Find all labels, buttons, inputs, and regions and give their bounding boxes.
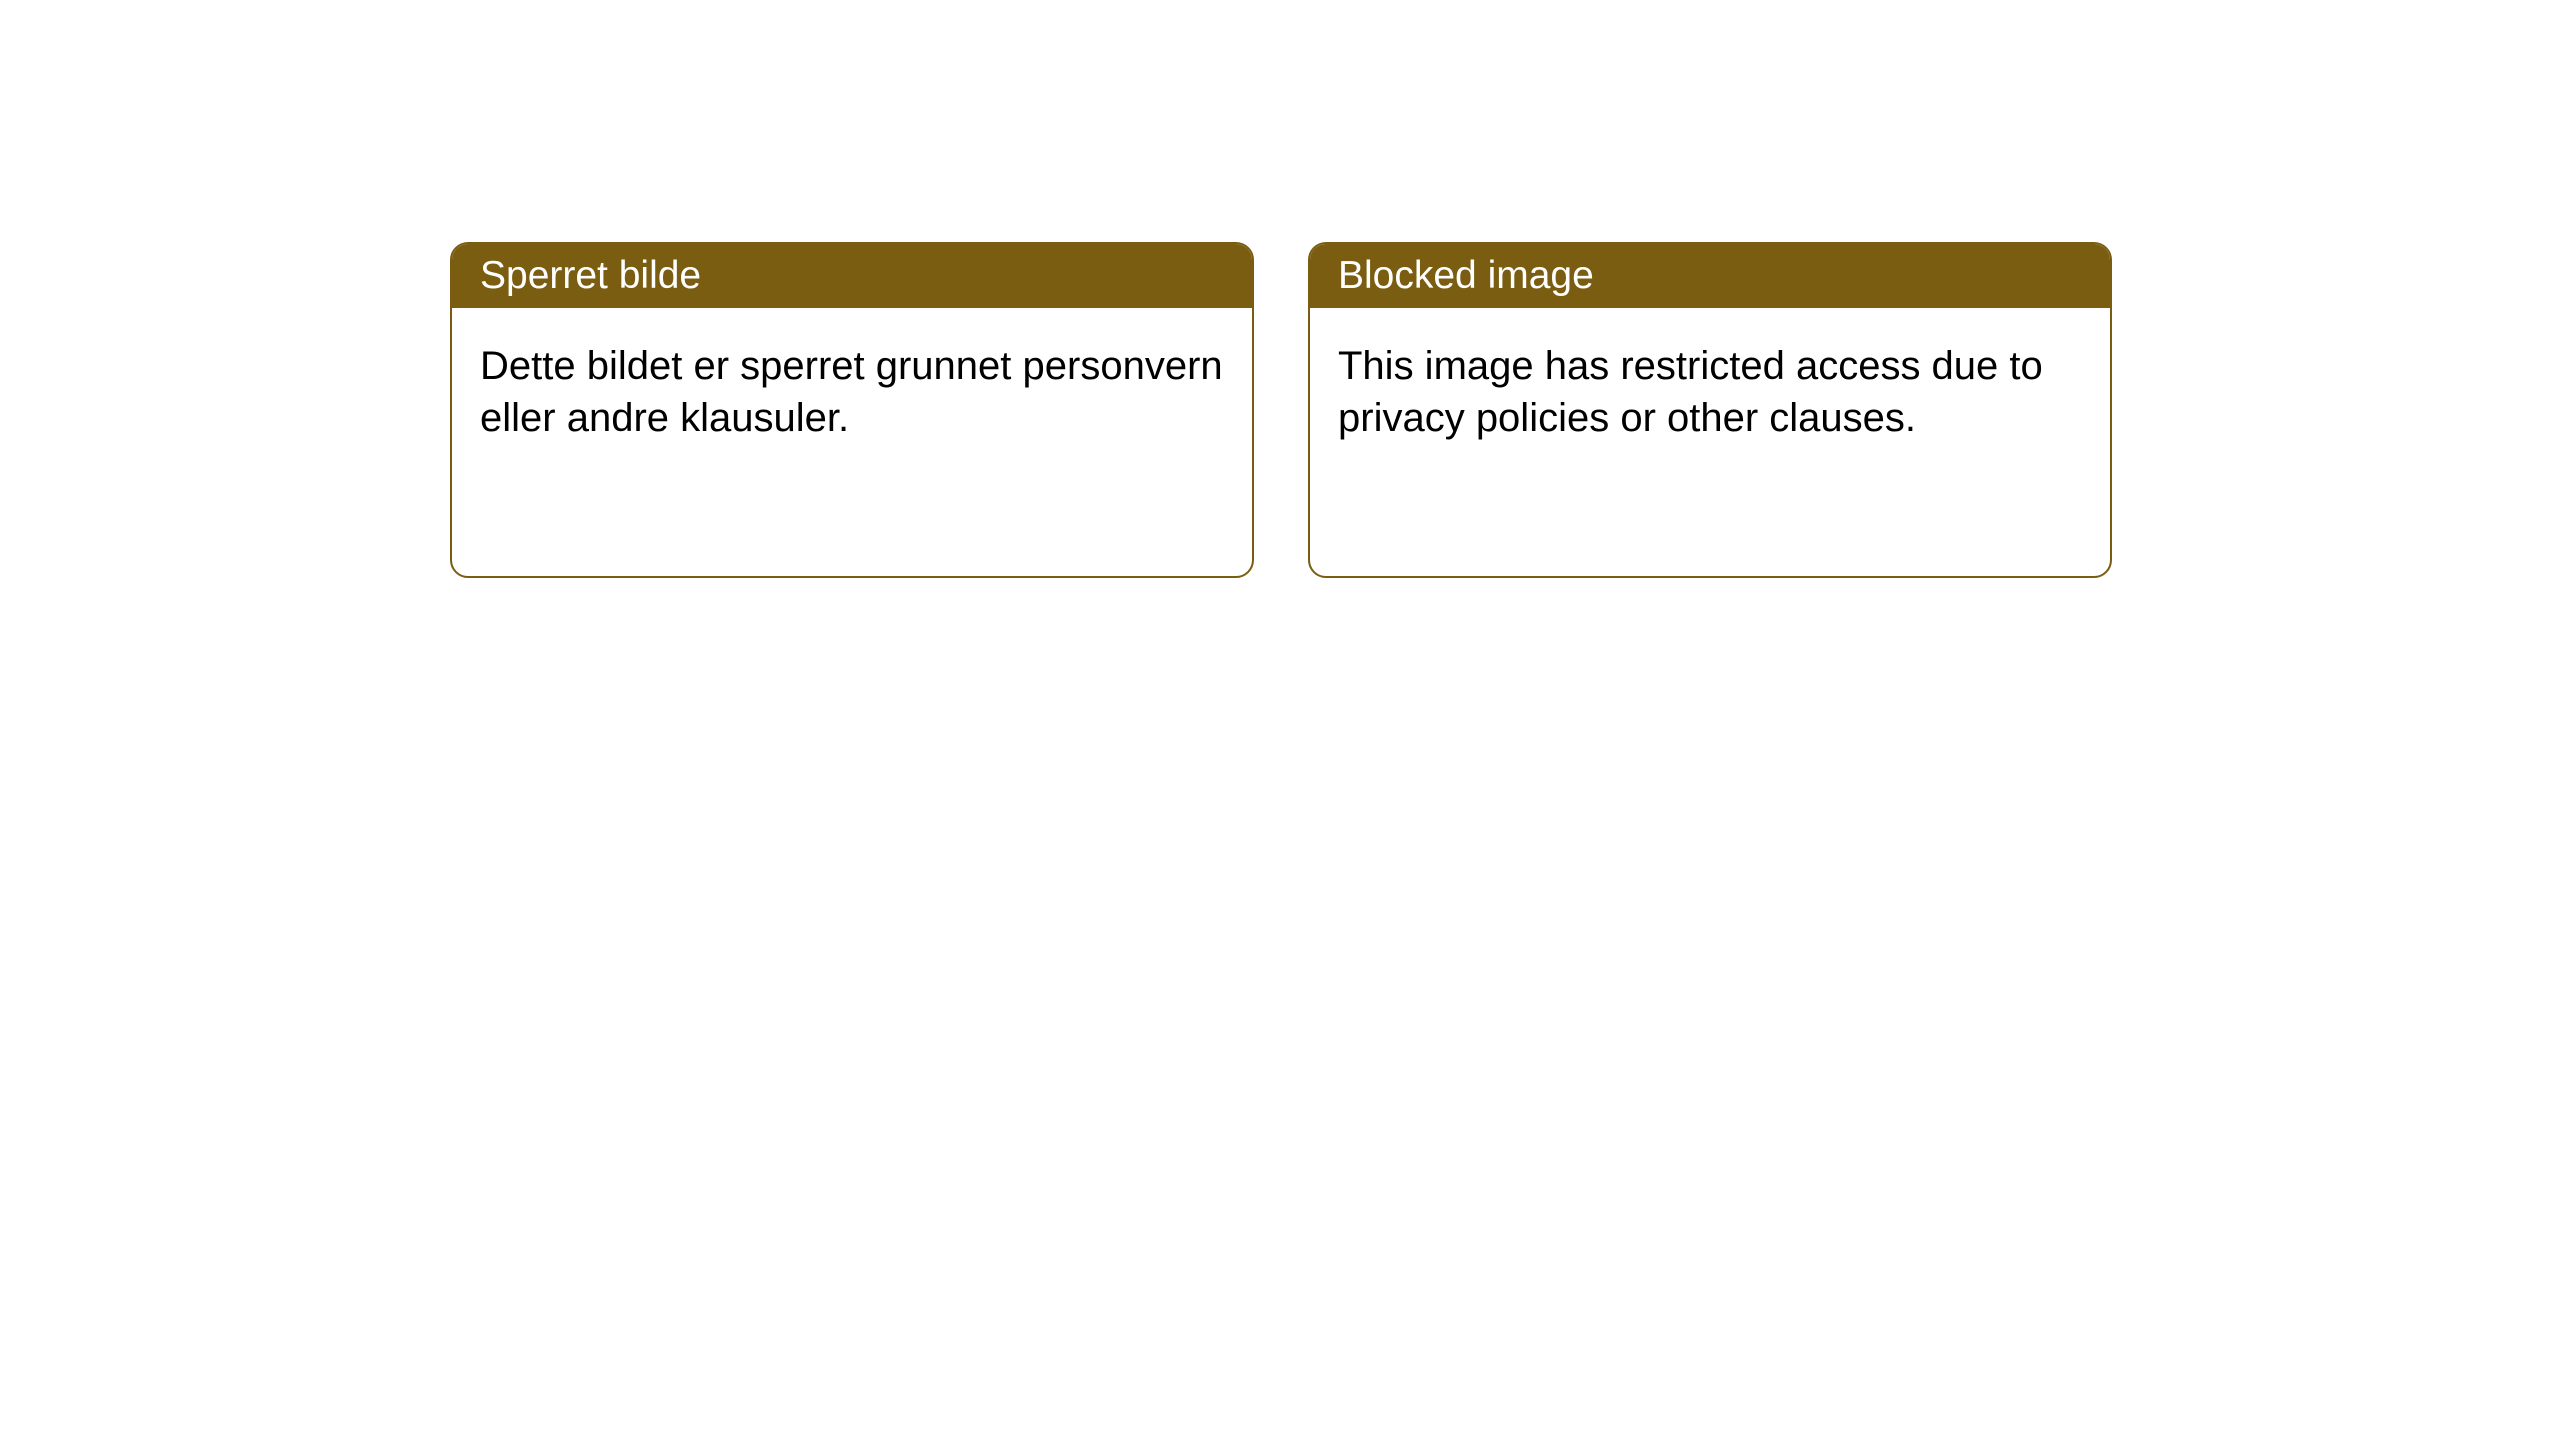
notice-message: Dette bildet er sperret grunnet personve… [480, 344, 1223, 440]
notice-body: Dette bildet er sperret grunnet personve… [452, 308, 1252, 476]
notice-message: This image has restricted access due to … [1338, 344, 2043, 440]
notice-title: Sperret bilde [480, 254, 701, 297]
notice-card-english: Blocked image This image has restricted … [1308, 242, 2112, 578]
notice-header: Blocked image [1310, 244, 2110, 308]
notice-container: Sperret bilde Dette bildet er sperret gr… [0, 0, 2560, 578]
notice-title: Blocked image [1338, 254, 1594, 297]
notice-card-norwegian: Sperret bilde Dette bildet er sperret gr… [450, 242, 1254, 578]
notice-header: Sperret bilde [452, 244, 1252, 308]
notice-body: This image has restricted access due to … [1310, 308, 2110, 476]
